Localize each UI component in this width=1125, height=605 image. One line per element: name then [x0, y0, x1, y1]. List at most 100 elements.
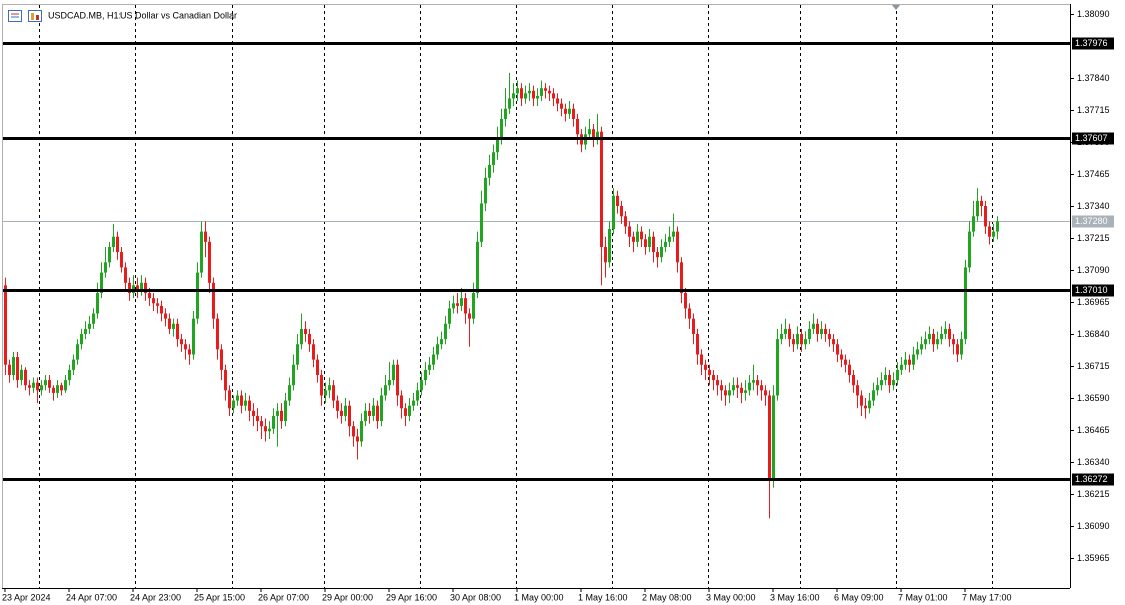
candle-body: [844, 359, 847, 365]
candle-body: [136, 285, 139, 291]
day-separators: [39, 5, 993, 588]
y-tick-label: 1.37840: [1077, 73, 1110, 83]
candle-body: [760, 385, 763, 391]
candle-body: [496, 139, 499, 153]
candle-body: [216, 318, 219, 350]
candle-body: [204, 231, 207, 242]
candle-body: [732, 385, 735, 391]
candle-body: [832, 339, 835, 345]
candle-body: [612, 195, 615, 230]
candle-body: [488, 165, 491, 178]
candle-body: [648, 236, 651, 247]
candle-body: [280, 410, 283, 422]
candle-body: [116, 236, 119, 253]
candle-body: [788, 328, 791, 340]
candle-body: [572, 108, 575, 119]
candle-body: [112, 236, 115, 247]
candle-body: [360, 421, 363, 442]
candle-body: [340, 410, 343, 416]
x-tick-label: 25 Apr 15:00: [194, 592, 245, 602]
candle-body: [800, 334, 803, 345]
candle-body: [128, 282, 131, 294]
candle-body: [916, 349, 919, 355]
x-tick-label: 30 Apr 08:00: [450, 592, 501, 602]
candle-body: [564, 108, 567, 114]
candle-body: [988, 226, 991, 237]
candle-body: [536, 95, 539, 99]
candle-body: [364, 410, 367, 422]
candle-body: [176, 323, 179, 340]
candle-body: [872, 390, 875, 401]
x-tick-label: 1 May 16:00: [578, 592, 628, 602]
shift-marker[interactable]: [892, 5, 900, 10]
candle-body: [148, 293, 151, 299]
candle-body: [428, 364, 431, 370]
candle-body: [464, 298, 467, 314]
candle-body: [440, 339, 443, 345]
candle-body: [592, 129, 595, 140]
candle-body: [120, 252, 123, 268]
candle-body: [668, 236, 671, 242]
candle-body: [820, 328, 823, 335]
candle-body: [368, 410, 371, 416]
candle-body: [284, 400, 287, 422]
candle-body: [44, 380, 47, 386]
candle-body: [728, 390, 731, 396]
candle-body: [600, 131, 603, 247]
x-tick-label: 3 May 16:00: [770, 592, 820, 602]
candle-body: [656, 252, 659, 258]
candle-body: [976, 200, 979, 217]
candle-body: [704, 364, 707, 370]
candle-body: [752, 380, 755, 383]
candle-body: [80, 334, 83, 345]
candle-body: [404, 408, 407, 416]
candle-body: [996, 221, 999, 232]
candle-body: [300, 328, 303, 345]
icon-bar: [36, 15, 39, 20]
candle-body: [640, 231, 643, 240]
candle-body: [376, 405, 379, 422]
level-box: [1072, 284, 1114, 297]
candle-body: [40, 385, 43, 391]
candle-body: [140, 282, 143, 291]
candle-body: [388, 380, 391, 386]
candle-body: [508, 98, 511, 109]
candle-body: [856, 385, 859, 396]
candle-body: [620, 205, 623, 217]
candle-body: [664, 241, 667, 247]
level-label: 1.37607: [1075, 133, 1108, 143]
candle-body: [504, 108, 507, 119]
candle-body: [608, 229, 611, 263]
candle-body: [768, 395, 771, 480]
icon-chart[interactable]: [28, 10, 42, 22]
candle-body: [540, 88, 543, 96]
current-price-label: 1.37280: [1075, 216, 1108, 226]
icon-list[interactable]: [8, 10, 22, 22]
candle-body: [328, 385, 331, 391]
candle-body: [824, 328, 827, 335]
candle-body: [532, 90, 535, 99]
candle-body: [724, 390, 727, 396]
candle-body: [616, 195, 619, 206]
candle-body: [860, 395, 863, 406]
candle-body: [880, 380, 883, 386]
level-box: [1072, 37, 1114, 50]
level-label: 1.37976: [1075, 38, 1108, 48]
candle-body: [72, 359, 75, 370]
candle-body: [16, 357, 19, 381]
level-label: 1.37010: [1075, 285, 1108, 295]
candle-body: [636, 231, 639, 242]
candle-body: [808, 328, 811, 340]
candle-body: [556, 98, 559, 104]
candle-body: [344, 405, 347, 416]
x-tick-label: 2 May 08:00: [642, 592, 692, 602]
candle-body: [776, 339, 779, 396]
candle-body: [524, 93, 527, 99]
candle-body: [548, 90, 551, 94]
candle-body: [432, 354, 435, 365]
candle-body: [396, 364, 399, 396]
candle-body: [928, 334, 931, 340]
x-tick-label: 23 Apr 2024: [2, 592, 51, 602]
